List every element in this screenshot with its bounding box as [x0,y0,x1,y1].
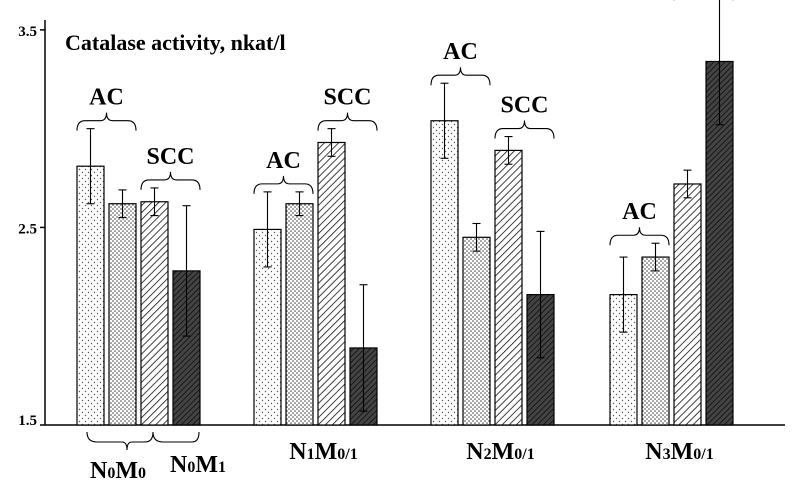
ac-bracket-label: AC [622,199,657,225]
ac-bracket-label: AC [266,148,301,174]
bar [285,203,314,426]
n0m0-under-bracket [86,431,154,451]
bar [140,201,169,426]
y-tick-label: 2.5 [18,221,37,237]
scc-bracket [140,171,201,190]
x-labels: N0M0 N0M1 N1M0/1 N2M0/1 N3M0/1 [86,431,714,484]
x-label-n0m0: N0M0 [90,458,146,484]
scc-bracket-label: SCC [323,85,371,111]
ac-bracket [253,175,314,194]
x-label-n0m1: N0M1 [170,452,226,478]
ac-bracket [76,112,137,131]
bar [494,149,523,426]
y-tick-label: 1.5 [18,413,37,429]
n0m1-under-bracket [152,431,200,443]
ac-bracket [609,227,670,246]
ac-bracket-label: AC [89,85,124,111]
bar [430,120,459,426]
y-tick-label: 3.5 [18,24,37,40]
ac-bracket [430,67,491,86]
bar [108,203,137,426]
x-label-group-3: N3M0/1 [645,439,713,465]
bar [641,256,670,426]
bars-layer [76,0,734,426]
bar [462,236,491,426]
scc-bracket [317,112,378,131]
brackets-layer: ACSCCACSCCACSCCACSCC [76,0,734,246]
scc-bracket-label: SCC [500,93,548,119]
ac-bracket-label: AC [443,39,478,65]
bar [317,141,346,426]
bar [76,165,105,426]
x-label-group-2: N2M0/1 [466,439,534,465]
bar [673,183,702,426]
scc-bracket [494,120,555,139]
x-label-group-1: N1M0/1 [289,439,357,465]
chart-title: Catalase activity, nkat/l [65,30,286,55]
scc-bracket-label: SCC [146,144,194,170]
